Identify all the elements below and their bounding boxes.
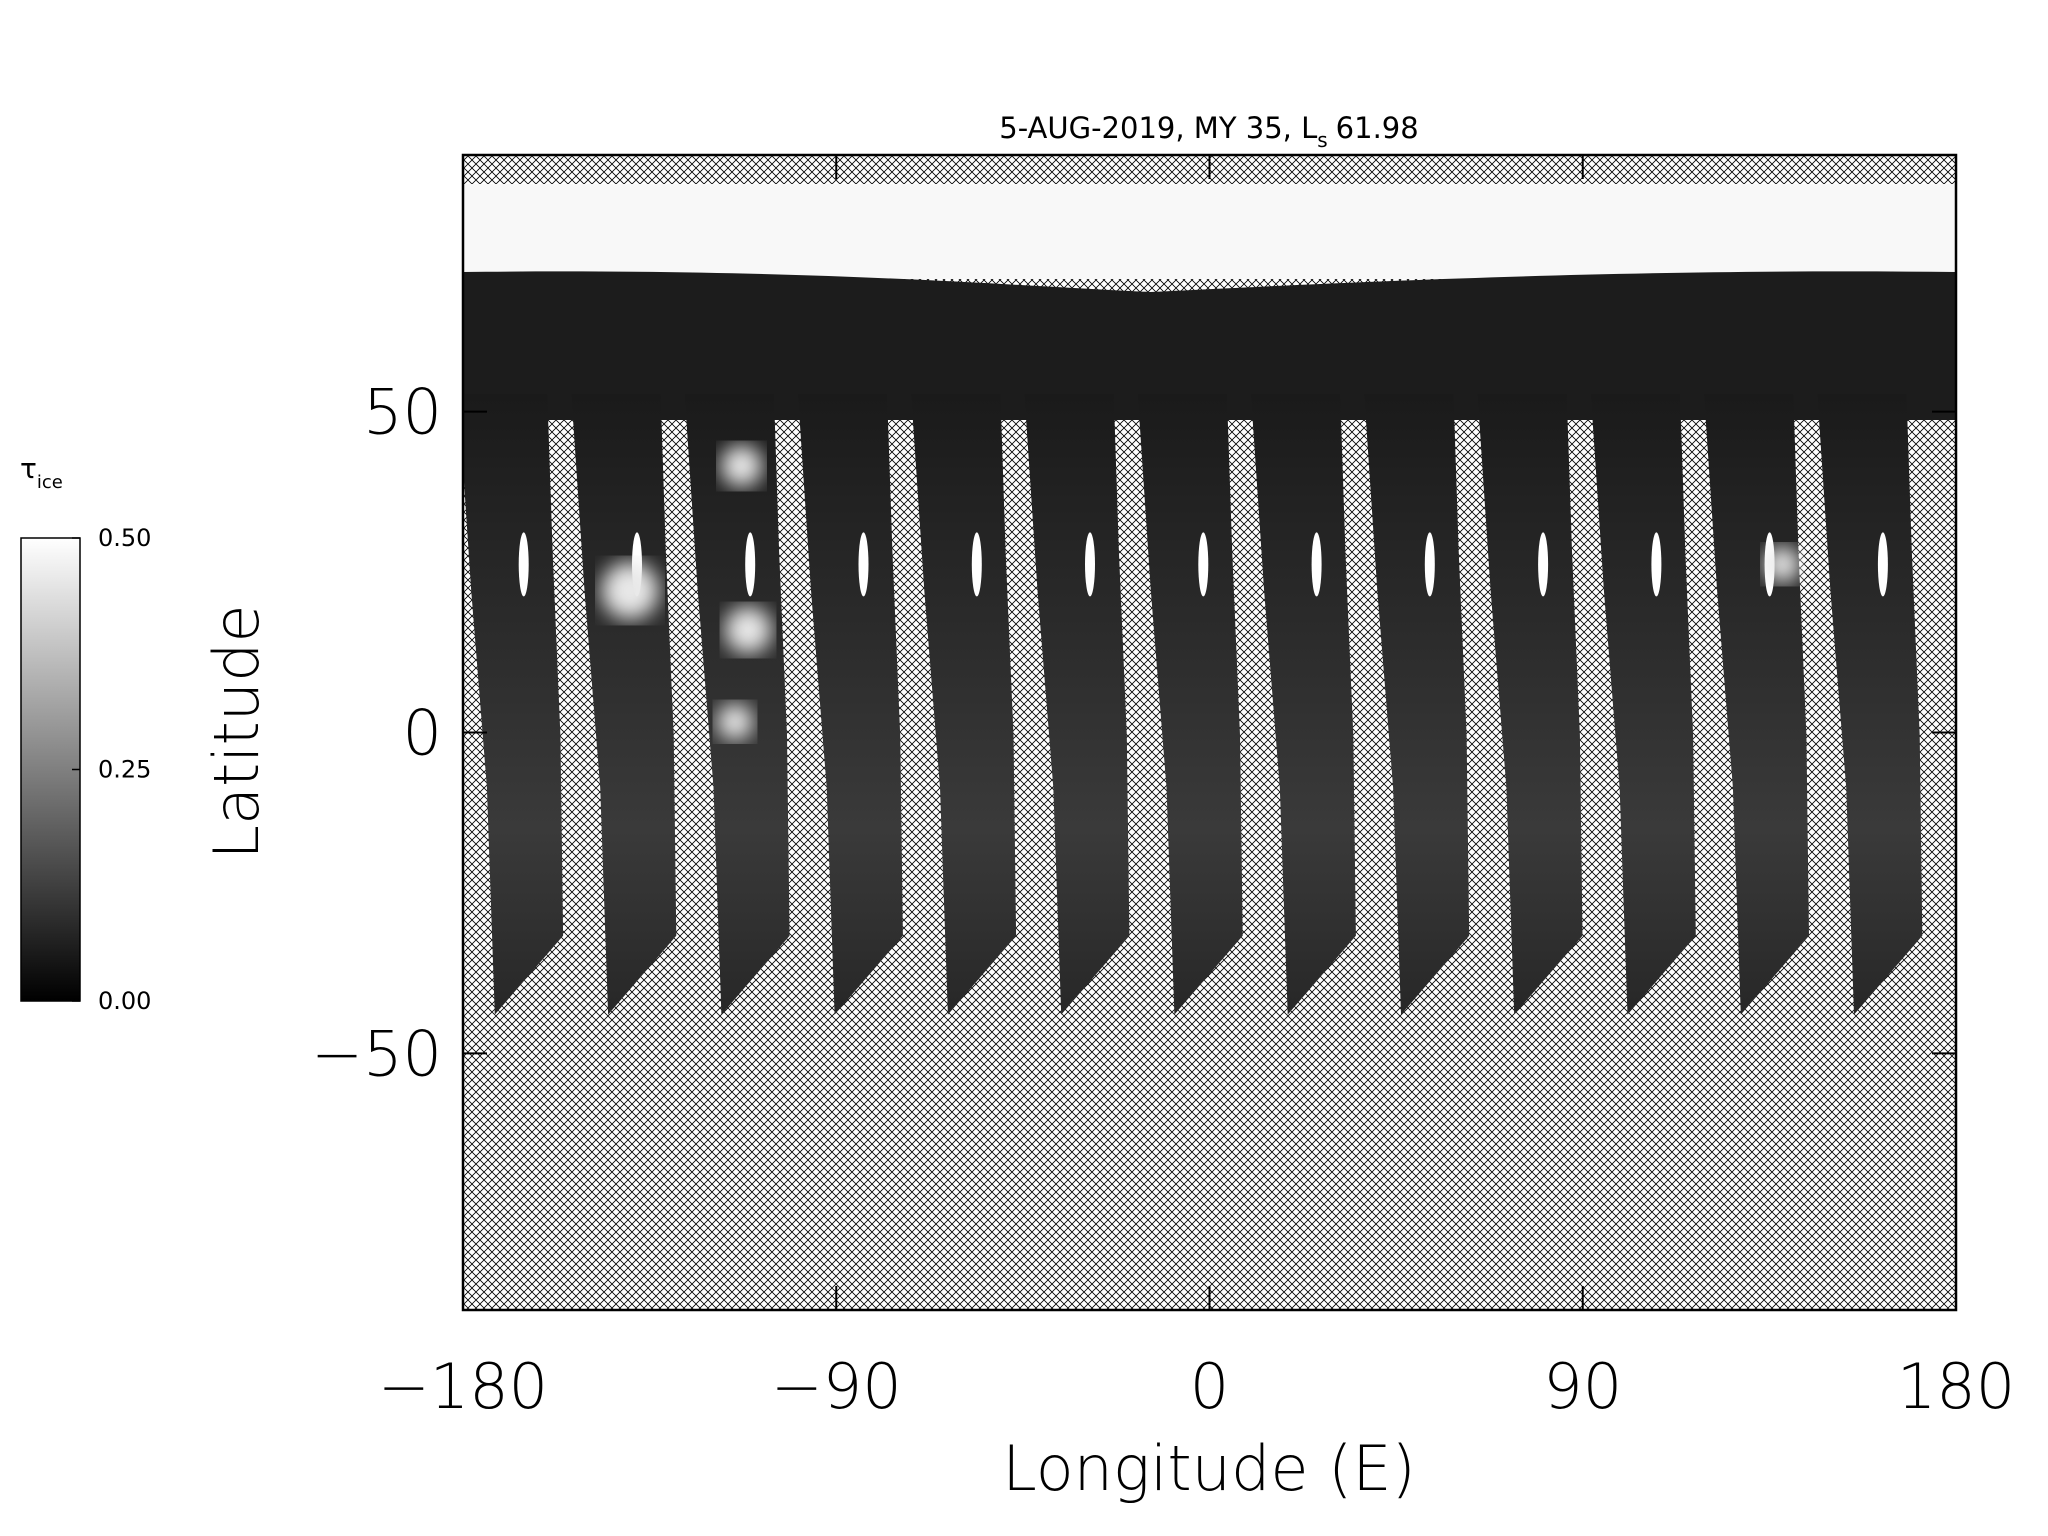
- swath-gap: [1877, 532, 1888, 597]
- swath: [1024, 393, 1130, 1015]
- map-image: [463, 155, 1956, 1310]
- y-axis-label: Latitude: [200, 604, 273, 859]
- colorbar-subscript: ice: [37, 472, 63, 493]
- x-tick-label: 90: [1543, 1350, 1622, 1423]
- swath: [571, 393, 677, 1015]
- swath-gap: [1311, 532, 1322, 597]
- cloud: [1764, 546, 1801, 583]
- title-text: 5-AUG-2019, MY 35, L: [999, 111, 1317, 145]
- x-axis-label: Longitude (E): [1002, 1432, 1415, 1505]
- swath-gap: [1198, 532, 1209, 597]
- cloud: [720, 444, 763, 487]
- swath-gap: [1424, 532, 1435, 597]
- y-tick-label: 0: [403, 697, 442, 770]
- colorbar-tick-label: 0.50: [98, 524, 151, 552]
- colorbar-symbol: τ: [20, 452, 37, 485]
- y-tick-label: 50: [363, 376, 442, 449]
- title-suffix: 61.98: [1336, 111, 1419, 145]
- swath: [911, 393, 1017, 1015]
- swath-gap: [745, 532, 756, 597]
- swath-gap: [1085, 532, 1095, 597]
- swath: [1477, 393, 1583, 1015]
- x-tick-label: 180: [1897, 1350, 2015, 1423]
- y-tick-label: −50: [311, 1017, 442, 1090]
- swath-gap: [1651, 532, 1662, 597]
- cloud: [601, 561, 659, 620]
- swath-gap: [1538, 532, 1549, 597]
- cloud: [716, 703, 754, 741]
- x-tick-label: −90: [771, 1350, 902, 1423]
- x-tick-label: −180: [378, 1350, 548, 1423]
- colorbar-tick-label: 0.25: [98, 756, 151, 784]
- swath: [1364, 393, 1470, 1015]
- colorbar: [20, 537, 81, 1002]
- colorbar-tick-label: 0.00: [98, 987, 151, 1015]
- swath-gap: [858, 532, 869, 597]
- swath-gap: [971, 532, 982, 597]
- swath: [1250, 393, 1356, 1015]
- swath: [1590, 393, 1696, 1015]
- swath: [1817, 393, 1923, 1015]
- swath: [463, 393, 564, 1015]
- swath: [797, 393, 903, 1015]
- colorbar-label: τice: [20, 452, 63, 493]
- x-tick-label: 0: [1190, 1350, 1229, 1423]
- swath-gap: [518, 532, 529, 597]
- title-subscript: s: [1317, 128, 1327, 152]
- cloud: [724, 606, 772, 654]
- chart-title: 5-AUG-2019, MY 35, Ls 61.98: [999, 111, 1418, 152]
- swath: [1137, 393, 1243, 1015]
